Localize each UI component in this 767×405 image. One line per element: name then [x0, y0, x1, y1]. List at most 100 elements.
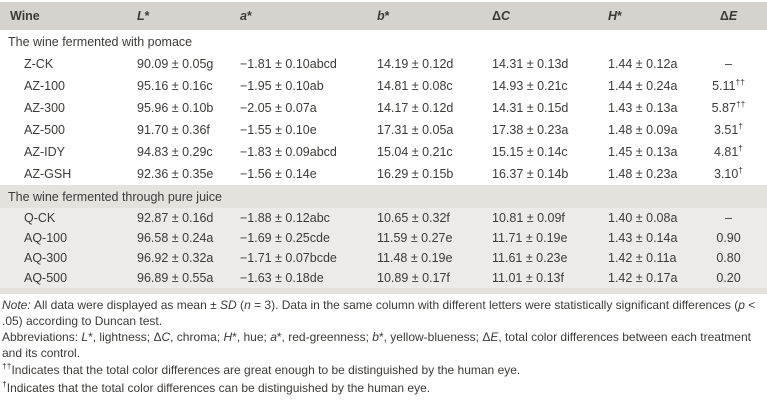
cell-dC: 14.31 ± 0.13d	[492, 57, 569, 71]
cell-wine: AZ-IDY	[24, 145, 65, 159]
cell-H: 1.48 ± 0.23a	[608, 167, 678, 181]
footnote-double-dagger: ††Indicates that the total color differe…	[2, 361, 521, 377]
cell-H: 1.42 ± 0.17a	[608, 271, 678, 285]
note-abbreviations: Abbreviations: L*, lightness; ΔC, chroma…	[2, 330, 751, 360]
cell-dC: 11.61 ± 0.23e	[492, 251, 568, 265]
cell-L: 92.36 ± 0.35e	[137, 167, 214, 181]
cell-b: 17.31 ± 0.05a	[377, 123, 454, 137]
footnote-dagger: †Indicates that the total color differen…	[2, 379, 431, 395]
cell-a: −1.95 ± 0.10ab	[240, 79, 324, 93]
cell-dC: 11.01 ± 0.13f	[492, 271, 564, 285]
cell-L: 96.92 ± 0.32a	[137, 251, 214, 265]
table-row: AQ-100 96.58 ± 0.24a −1.69 ± 0.25cde 11.59 …	[0, 228, 767, 248]
table-row: AQ-500 96.89 ± 0.55a −1.63 ± 0.18de 10.89 ±…	[0, 268, 767, 288]
table-row: Q-CK 92.87 ± 0.16d −1.88 ± 0.12abc 10.65 ± …	[0, 208, 767, 228]
cell-b: 14.19 ± 0.12d	[377, 57, 454, 71]
table-body: The wine fermented with pomace Z-CK 90.09 …	[0, 30, 767, 288]
cell-a: −1.88 ± 0.12abc	[240, 211, 330, 225]
cell-dE: 0.80	[716, 251, 741, 265]
section-label: The wine fermented with pomace	[8, 34, 193, 49]
cell-b: 11.48 ± 0.19e	[377, 251, 453, 265]
dagger-marker: †	[738, 120, 744, 131]
cell-b: 10.89 ± 0.17f	[377, 271, 450, 285]
cell-dC: 14.31 ± 0.15d	[492, 101, 569, 115]
cell-H: 1.45 ± 0.13a	[608, 145, 678, 159]
cell-dC: 17.38 ± 0.23a	[492, 123, 569, 137]
cell-dE: 5.87††	[711, 98, 746, 115]
cell-dE: 5.11††	[712, 76, 745, 93]
table-bottom-rule	[0, 288, 767, 294]
table-row: AQ-300 96.92 ± 0.32a −1.71 ± 0.07bcde 11.48…	[0, 248, 767, 268]
dagger-marker: †	[738, 142, 744, 153]
column-header-a: a*	[240, 9, 252, 23]
cell-H: 1.43 ± 0.14a	[608, 231, 678, 245]
cell-b: 10.65 ± 0.32f	[377, 211, 450, 225]
cell-a: −1.81 ± 0.10abcd	[240, 57, 337, 71]
cell-dE: 3.10†	[713, 164, 744, 181]
cell-dE: –	[725, 211, 732, 225]
table-row: Z-CK 90.09 ± 0.05g −1.81 ± 0.10abcd 14.19 ±…	[0, 53, 767, 75]
cell-wine: AQ-100	[24, 231, 68, 245]
note-statistics: Note: All data were displayed as mean ± …	[2, 298, 756, 328]
cell-dC: 10.81 ± 0.09f	[492, 211, 565, 225]
cell-b: 14.81 ± 0.08c	[377, 79, 453, 93]
cell-a: −1.56 ± 0.14e	[240, 167, 317, 181]
table-row: AZ-100 95.16 ± 0.16c −1.95 ± 0.10ab 14.81 ±…	[0, 75, 767, 97]
table-row: AZ-IDY 94.83 ± 0.29c −1.83 ± 0.09abcd 15.04…	[0, 141, 767, 163]
table-section-1: The wine fermented with pomace Z-CK 90.09 …	[0, 30, 767, 185]
cell-wine: AZ-500	[24, 123, 65, 137]
column-header-b: b*	[377, 9, 390, 23]
cell-L: 96.89 ± 0.55a	[137, 271, 214, 285]
dagger-marker: ††	[735, 76, 745, 87]
cell-b: 16.29 ± 0.15b	[377, 167, 454, 181]
column-header-L: L*	[137, 9, 150, 23]
cell-b: 15.04 ± 0.21c	[377, 145, 453, 159]
cell-dE: 0.20	[716, 271, 741, 285]
table-header-row: Wine L* a* b* ΔC H* ΔE	[0, 2, 767, 30]
cell-wine: Z-CK	[24, 57, 54, 71]
cell-a: −1.55 ± 0.10e	[240, 123, 317, 137]
cell-wine: AZ-100	[24, 79, 65, 93]
column-header-H: H*	[608, 9, 622, 23]
cell-a: −1.69 ± 0.25cde	[240, 231, 330, 245]
table-row: AZ-500 91.70 ± 0.36f −1.55 ± 0.10e 17.31 ± …	[0, 119, 767, 141]
cell-dE: –	[725, 57, 732, 71]
cell-L: 96.58 ± 0.24a	[137, 231, 214, 245]
cell-dE: 4.81†	[713, 142, 744, 159]
cell-L: 92.87 ± 0.16d	[137, 211, 214, 225]
cell-wine: AZ-300	[24, 101, 65, 115]
table-row: AZ-GSH 92.36 ± 0.35e −1.56 ± 0.14e 16.29 ± …	[0, 163, 767, 185]
cell-a: −1.63 ± 0.18de	[240, 271, 324, 285]
cell-dE: 3.51†	[713, 120, 744, 137]
cell-L: 95.16 ± 0.16c	[137, 79, 213, 93]
cell-dC: 15.15 ± 0.14c	[492, 145, 568, 159]
cell-L: 95.96 ± 0.10b	[137, 101, 214, 115]
table-notes: Note: All data were displayed as mean ± …	[0, 294, 767, 397]
dagger-marker: †	[738, 164, 744, 175]
cell-wine: AZ-GSH	[24, 167, 72, 181]
cell-H: 1.44 ± 0.12a	[608, 57, 678, 71]
dagger-marker: ††	[735, 98, 746, 109]
column-header-dC: ΔC	[492, 9, 511, 23]
cell-a: −2.05 ± 0.07a	[240, 101, 317, 115]
table-section-2: The wine fermented through pure juice Q-C…	[0, 185, 767, 288]
section-header-row: The wine fermented with pomace	[0, 30, 767, 53]
cell-wine: AQ-300	[24, 251, 68, 265]
table-row: AZ-300 95.96 ± 0.10b −2.05 ± 0.07a 14.17 ± …	[0, 97, 767, 119]
cell-H: 1.40 ± 0.08a	[608, 211, 678, 225]
cell-a: −1.83 ± 0.09abcd	[240, 145, 337, 159]
column-header-dE: ΔE	[719, 9, 738, 23]
cell-H: 1.44 ± 0.24a	[608, 79, 678, 93]
section-header-row: The wine fermented through pure juice	[0, 185, 767, 208]
section-label: The wine fermented through pure juice	[8, 189, 223, 204]
cell-dC: 16.37 ± 0.14b	[492, 167, 569, 181]
cell-b: 14.17 ± 0.12d	[377, 101, 454, 115]
cell-wine: Q-CK	[24, 211, 56, 225]
cell-dE: 0.90	[716, 231, 741, 245]
cell-H: 1.42 ± 0.11a	[608, 251, 677, 265]
cell-L: 90.09 ± 0.05g	[137, 57, 214, 71]
wine-color-table: Wine L* a* b* ΔC H* ΔE The wine fermented with…	[0, 2, 767, 294]
cell-a: −1.71 ± 0.07bcde	[240, 251, 337, 265]
cell-dC: 14.93 ± 0.21c	[492, 79, 568, 93]
cell-H: 1.48 ± 0.09a	[608, 123, 678, 137]
